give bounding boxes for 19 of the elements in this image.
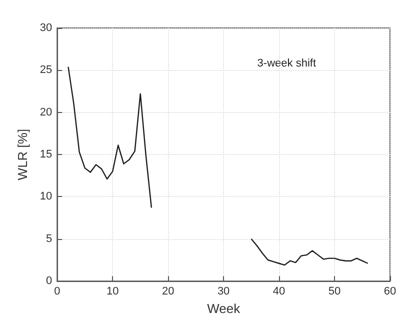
y-tick-label: 5 (46, 232, 52, 245)
x-tick-label: 10 (106, 286, 119, 298)
line-series (250, 238, 368, 266)
y-axis-title: WLR [%] (15, 128, 30, 180)
y-tick-label: 10 (40, 190, 52, 203)
x-axis-title: Week (207, 301, 241, 316)
x-tick-label: 40 (272, 286, 286, 298)
y-tick-label: 25 (40, 64, 52, 76)
x-tick-label: 60 (384, 286, 396, 298)
y-tick-label: 30 (40, 22, 52, 34)
x-tick-label: 30 (217, 286, 230, 298)
y-tick-label: 20 (40, 106, 52, 118)
x-tick-label: 0 (54, 286, 60, 298)
y-tick-label: 15 (40, 148, 52, 161)
x-tick-label: 20 (162, 286, 174, 298)
y-tick-label: 0 (46, 275, 52, 288)
x-tick-label: 50 (328, 286, 341, 298)
line-series (68, 66, 152, 208)
annotation: 3-week shift (257, 58, 316, 70)
